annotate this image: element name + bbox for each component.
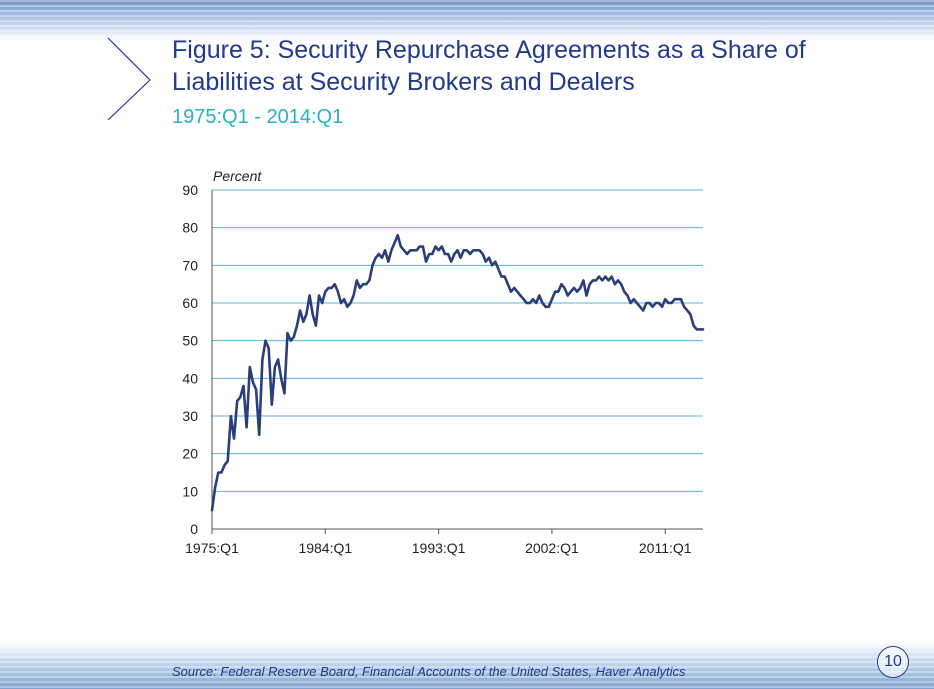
x-tick-label: 2002:Q1 — [525, 540, 579, 556]
slide-title: Figure 5: Security Repurchase Agreements… — [172, 36, 806, 96]
line-chart: Percent 0 10 20 30 40 50 60 70 80 90 1975:Q1 1984:… — [182, 168, 705, 556]
axes — [211, 190, 703, 534]
y-tick-label: 30 — [182, 408, 198, 424]
series-group — [210, 233, 705, 512]
y-tick-label: 90 — [182, 182, 198, 198]
page-number-badge: 10 — [877, 646, 909, 678]
x-tick-label: 1975:Q1 — [185, 540, 239, 556]
y-axis-label: Percent — [213, 168, 262, 184]
y-tick-label: 50 — [182, 333, 198, 349]
x-tick-labels: 1975:Q1 1984:Q1 1993:Q1 2002:Q1 2011:Q1 — [185, 540, 692, 556]
slide-subtitle: 1975:Q1 - 2014:Q1 — [172, 106, 344, 128]
y-tick-labels: 0 10 20 30 40 50 60 70 80 90 — [182, 182, 198, 537]
y-tick-label: 0 — [190, 521, 198, 537]
x-tick-label: 1993:Q1 — [412, 540, 466, 556]
top-decorative-band — [0, 0, 934, 40]
y-tick-label: 80 — [182, 220, 198, 236]
y-tick-label: 40 — [182, 370, 198, 386]
bottom-decorative-band — [0, 641, 934, 689]
y-tick-label: 60 — [182, 295, 198, 311]
y-tick-label: 10 — [182, 483, 198, 499]
series-line-0 — [210, 233, 705, 512]
gridlines — [212, 189, 703, 492]
y-tick-label: 20 — [182, 446, 198, 462]
source-note: Source: Federal Reserve Board, Financial… — [172, 664, 686, 679]
x-tick-label: 1984:Q1 — [298, 540, 352, 556]
y-tick-label: 70 — [182, 257, 198, 273]
x-tick-label: 2011:Q1 — [639, 540, 692, 556]
chevron-icon — [107, 37, 151, 121]
